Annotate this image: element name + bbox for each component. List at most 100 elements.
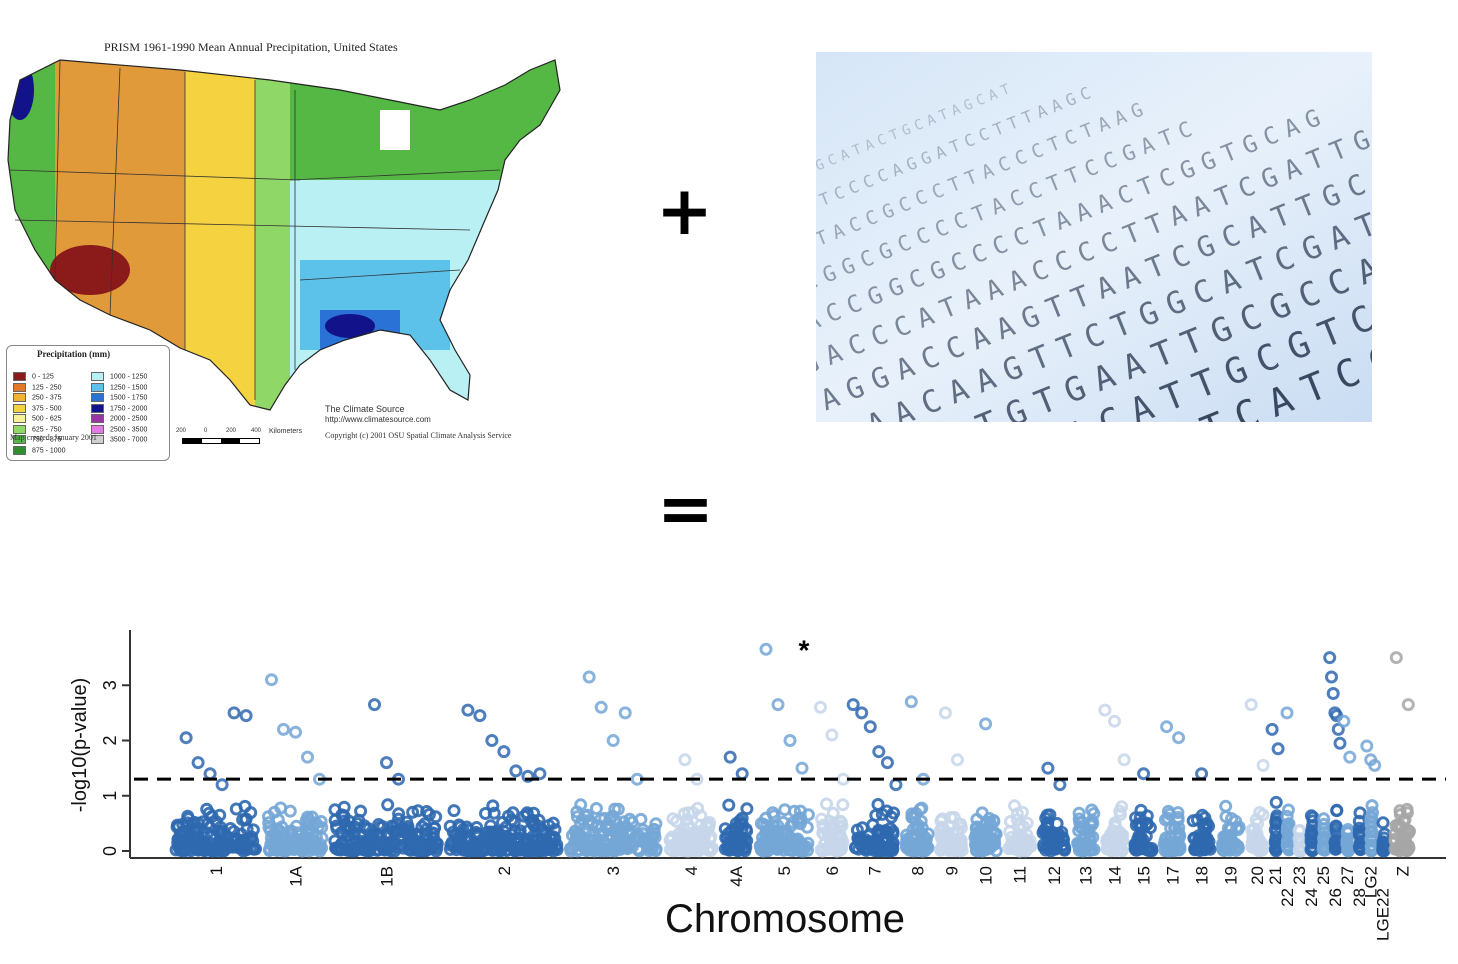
- dna-sequence-image: GAAACTTGGCATACTGCATAGCATTTGATTTCCCCAGGAT…: [816, 52, 1372, 422]
- legend-item: 1000 - 1250: [91, 372, 147, 381]
- snp-point: [1163, 840, 1177, 854]
- snp-point: [594, 812, 608, 826]
- snp-point: [1161, 804, 1175, 818]
- snp-point: [1087, 807, 1101, 821]
- snp-point: [631, 843, 645, 857]
- legend-label: 1000 - 1250: [110, 373, 148, 381]
- snp-point: [830, 844, 844, 858]
- snp-point: [273, 835, 287, 849]
- snp-point: [722, 798, 736, 812]
- snp-point: [1144, 843, 1158, 857]
- x-tick-label: 19: [1222, 866, 1241, 885]
- snp-point: [740, 802, 754, 816]
- snp-peak-point: [950, 753, 964, 767]
- x-tick-label: 11: [1011, 866, 1030, 884]
- snp-peak-point: [289, 725, 302, 739]
- snp-peak-point: [836, 772, 850, 786]
- x-tick-label: 1: [207, 866, 226, 875]
- snp-point: [1280, 809, 1294, 823]
- y-axis-label: -log10(p-value): [69, 678, 91, 813]
- x-tick-label: 24: [1302, 888, 1321, 907]
- snp-peak-point: [1160, 720, 1174, 734]
- snp-peak-point: [1360, 739, 1374, 753]
- scale-tick: 0: [204, 428, 208, 434]
- equals-symbol: =: [657, 470, 714, 549]
- snp-point: [915, 844, 929, 858]
- snp-peak-point: [1325, 670, 1338, 684]
- snp-peak-point: [783, 734, 797, 747]
- x-tick-label: 4: [682, 866, 701, 875]
- legend-swatch: [13, 393, 26, 402]
- snp-point: [685, 827, 699, 841]
- snp-point: [475, 844, 489, 858]
- snp-peak-point: [1343, 750, 1357, 764]
- snp-peak-point: [735, 767, 749, 781]
- snp-point: [1128, 838, 1142, 852]
- x-tick-label: 25: [1314, 866, 1333, 885]
- snp-point: [827, 819, 841, 833]
- snp-point: [1281, 839, 1295, 853]
- snp-point: [1341, 823, 1355, 836]
- snp-point: [1203, 842, 1217, 856]
- snp-point: [453, 820, 467, 834]
- snp-point: [486, 799, 500, 813]
- snp-peak-point: [606, 734, 620, 747]
- legend-swatch: [91, 414, 104, 423]
- x-tick-label: LGE22: [1374, 888, 1393, 941]
- x-tick-label: 21: [1266, 866, 1285, 885]
- snp-point: [1192, 829, 1206, 843]
- x-tick-label: 4A: [727, 865, 746, 886]
- legend-item: 875 - 1000: [13, 445, 65, 455]
- legend-item: 625 - 750: [13, 424, 62, 434]
- snp-point: [1305, 830, 1319, 844]
- legend-swatch: [13, 382, 26, 392]
- snp-point: [1330, 804, 1344, 818]
- snp-point: [869, 808, 883, 822]
- snp-peak-point: [179, 731, 193, 745]
- snp-point: [1052, 828, 1066, 842]
- snp-point: [820, 797, 833, 811]
- snp-point: [1082, 826, 1096, 840]
- snp-point: [986, 833, 999, 847]
- snp-point: [178, 824, 192, 838]
- snp-point: [402, 842, 416, 856]
- legend-swatch: [91, 424, 104, 434]
- snp-point: [1040, 808, 1054, 822]
- source-url: http://www.climatesource.com: [325, 415, 431, 424]
- snp-peak-point: [1337, 714, 1351, 728]
- snp-peak-point: [1117, 753, 1131, 767]
- snp-point: [497, 824, 511, 838]
- legend-label: 625 - 750: [32, 425, 62, 433]
- snp-point: [504, 832, 518, 846]
- legend-title: Precipitation (mm): [37, 349, 111, 359]
- snp-point: [815, 812, 829, 826]
- legend-swatch: [13, 424, 26, 434]
- snp-peak-point: [855, 706, 869, 720]
- snp-point: [444, 838, 458, 852]
- snp-point: [824, 835, 837, 849]
- snp-peak-point: [1280, 706, 1294, 720]
- snp-point: [1245, 823, 1259, 837]
- snp-point: [484, 819, 498, 833]
- snp-point: [954, 817, 968, 831]
- legend-item: 1500 - 1750: [91, 393, 147, 402]
- x-tick-label: 18: [1193, 866, 1212, 885]
- snp-point: [291, 826, 305, 840]
- snp-point: [337, 810, 351, 823]
- snp-point: [357, 841, 370, 855]
- scale-unit: Kilometers: [269, 428, 303, 435]
- snp-point: [702, 821, 716, 835]
- snp-peak-point: [277, 722, 290, 736]
- snp-point: [1171, 813, 1185, 827]
- x-tick-label: 6: [823, 866, 842, 875]
- map-created-note: Map created: January 2001: [10, 433, 97, 442]
- x-tick-label: 12: [1045, 866, 1064, 885]
- legend-label: 375 - 500: [32, 404, 62, 412]
- snp-point: [636, 823, 650, 837]
- snp-point: [801, 843, 814, 857]
- snp-point: [205, 809, 219, 823]
- snp-point: [1084, 843, 1098, 857]
- snp-point: [429, 810, 443, 824]
- snp-point: [340, 843, 354, 857]
- snp-point: [482, 835, 495, 849]
